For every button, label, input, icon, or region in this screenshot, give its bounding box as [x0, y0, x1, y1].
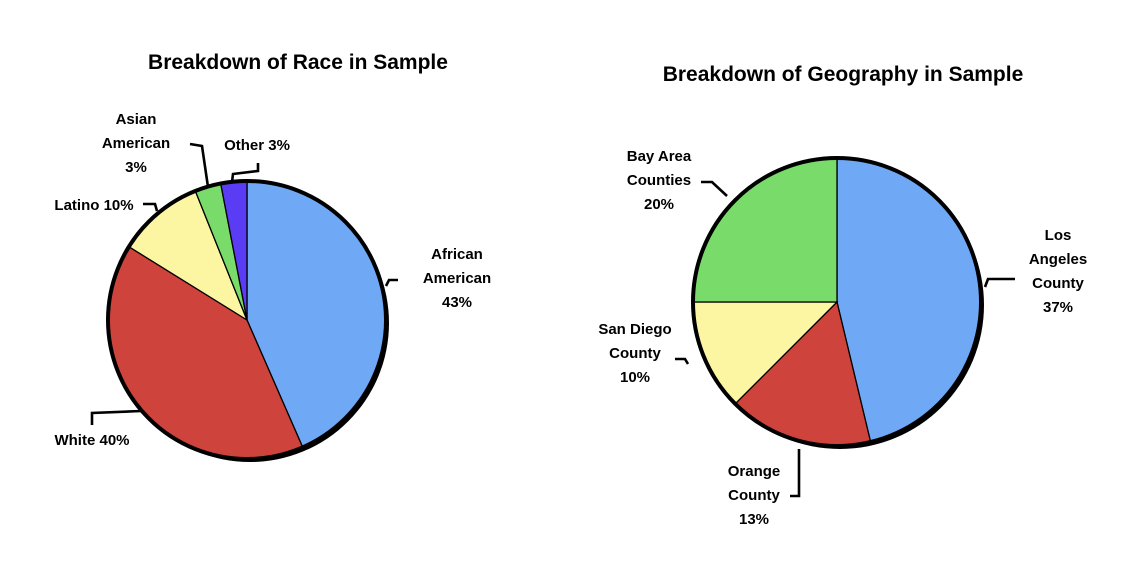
slice-orange-county-label-line: Orange [728, 463, 781, 480]
race-chart-title: Breakdown of Race in Sample [148, 51, 448, 74]
geography-pie-chart: Breakdown of Geography in Sample Los Ange… [598, 63, 1087, 528]
slice-asian-american-label: Asian American 3% [102, 111, 170, 176]
slice-bay-area-counties-label: Bay Area Counties 20% [627, 148, 692, 213]
slice-los-angeles-county-label-line: County [1032, 275, 1084, 292]
slice-san-diego-county-label-line: County [609, 345, 661, 362]
slice-white-label: White 40% [54, 432, 129, 449]
slice-los-angeles-county-label-line: 37% [1043, 299, 1073, 316]
slice-white-leader-line [90, 409, 142, 425]
slice-bay-area-counties-leader-line [701, 180, 728, 197]
slice-san-diego-county-label-line: San Diego [598, 321, 671, 338]
slice-los-angeles-county-label: Los Angeles County 37% [1029, 227, 1087, 316]
slice-asian-american-leader-line [189, 142, 210, 188]
pie-outline [691, 156, 983, 448]
slice-african-american-label-line: 43% [442, 294, 472, 311]
slice-orange-county-leader-line [790, 449, 801, 498]
slice-african-american-label-line: American [423, 270, 491, 287]
slice-orange-county-label-line: 13% [739, 511, 769, 528]
slice-san-diego-county-label: San Diego County 10% [598, 321, 671, 386]
slice-other-leader-line [230, 163, 260, 183]
slice-african-american-label: African American 43% [423, 246, 491, 311]
geography-chart-title: Breakdown of Geography in Sample [663, 63, 1024, 86]
slice-orange-county-label: Orange County 13% [728, 463, 781, 528]
slice-other-label-line: Other 3% [224, 137, 290, 154]
slice-los-angeles-county-leader-line [983, 277, 1015, 288]
slice-los-angeles-county-label-line: Los [1045, 227, 1072, 244]
race-pie-chart: Breakdown of Race in Sample African Ameri… [54, 51, 491, 462]
slice-asian-american-label-line: American [102, 135, 170, 152]
slice-latino-label: Latino 10% [54, 197, 133, 214]
slice-bay-area-counties-label-line: 20% [644, 196, 674, 213]
slice-asian-american-label-line: Asian [116, 111, 157, 128]
slice-latino-label-line: Latino 10% [54, 197, 133, 214]
slice-bay-area-counties-label-line: Counties [627, 172, 691, 189]
slice-other-label: Other 3% [224, 137, 290, 154]
slice-asian-american-label-line: 3% [125, 159, 147, 176]
slice-san-diego-county-leader-line [675, 357, 690, 365]
slice-african-american-label-line: African [431, 246, 483, 263]
slice-white-label-line: White 40% [54, 432, 129, 449]
slice-latino-leader-line [143, 202, 159, 212]
slice-african-american-leader-line [384, 278, 398, 287]
slice-san-diego-county-label-line: 10% [620, 369, 650, 386]
slice-los-angeles-county-label-line: Angeles [1029, 251, 1087, 268]
slice-bay-area-counties-label-line: Bay Area [627, 148, 692, 165]
pie-outline [106, 179, 388, 461]
slice-orange-county-label-line: County [728, 487, 780, 504]
